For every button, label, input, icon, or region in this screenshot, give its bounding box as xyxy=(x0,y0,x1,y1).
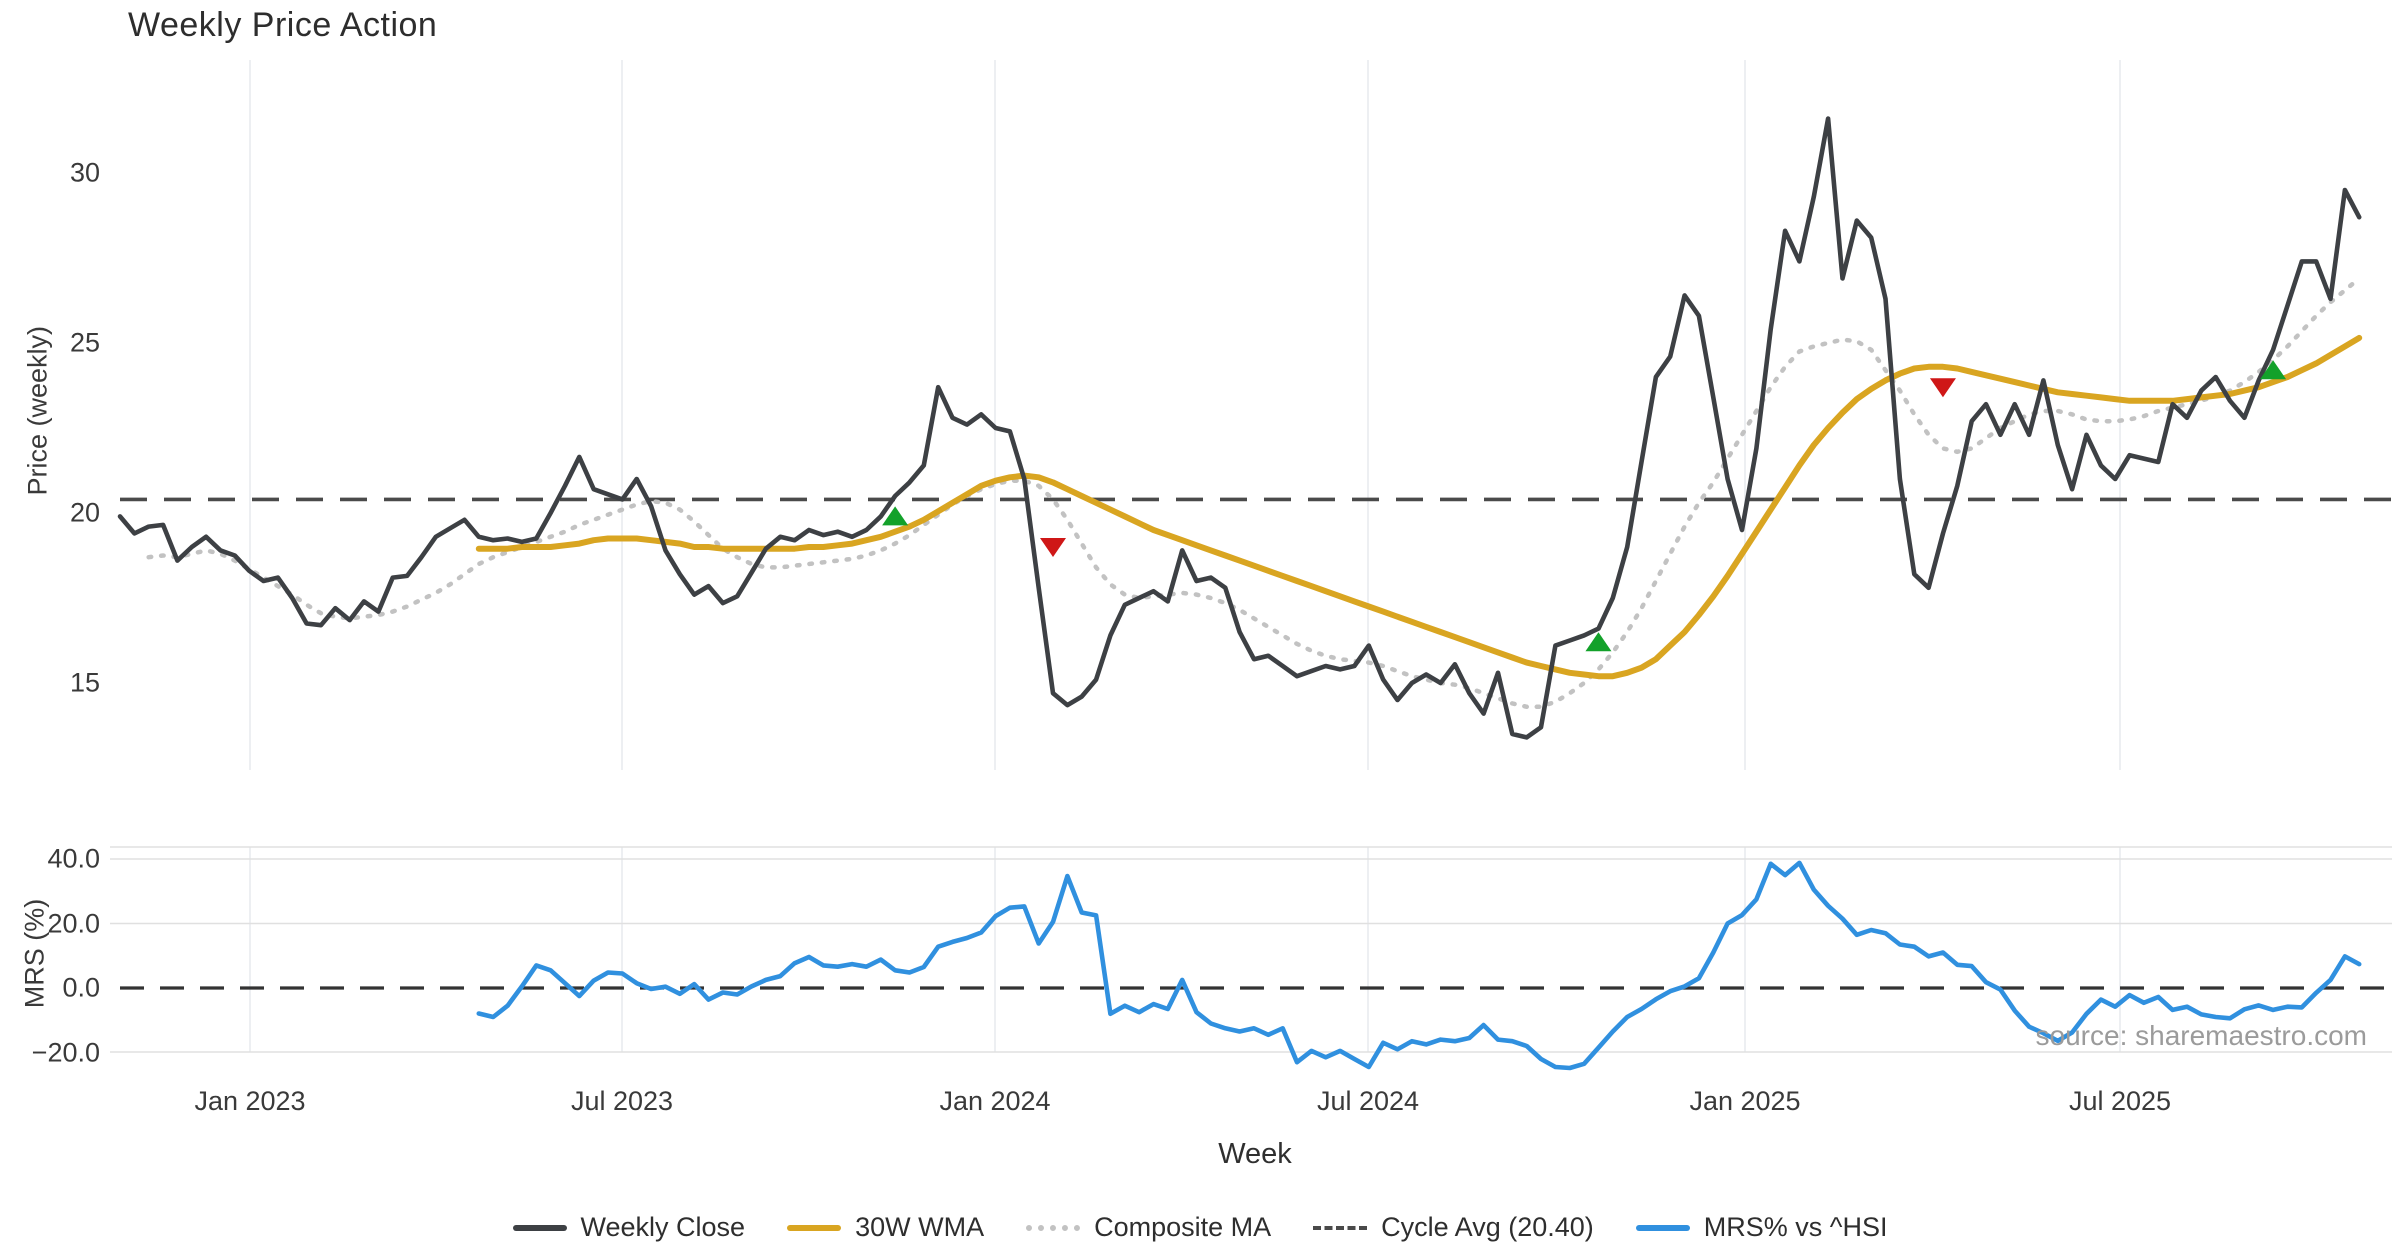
legend-swatch-cycle_avg-icon xyxy=(1313,1225,1368,1230)
legend-label: Composite MA xyxy=(1094,1212,1272,1242)
sell-signal-marker xyxy=(1040,538,1067,557)
legend-item: Cycle Avg (20.40) xyxy=(1313,1212,1594,1243)
price-axis-label: Price (weekly) xyxy=(22,325,53,496)
legend-swatch-mrs-icon xyxy=(1635,1224,1690,1231)
x-axis-label: Week xyxy=(1218,1138,1292,1170)
x-tick-label: Jul 2024 xyxy=(1316,1086,1420,1116)
buy-signal-marker xyxy=(1585,632,1612,652)
x-tick-label: Jan 2024 xyxy=(939,1086,1051,1116)
mrs-tick-label: 0.0 xyxy=(62,972,100,1003)
series-30w-wma xyxy=(475,334,2363,680)
source-watermark: source: sharemaestro.com xyxy=(2035,1020,2367,1051)
legend-label: 30W WMA xyxy=(855,1212,985,1242)
sell-signal-marker xyxy=(1929,378,1956,398)
series-mrs-pct xyxy=(476,860,2362,1071)
series-composite-ma xyxy=(146,276,2362,710)
series-weekly-close xyxy=(117,116,2362,740)
price-tick-label: 25 xyxy=(69,327,100,358)
x-tick-label: Jul 2025 xyxy=(2068,1086,2172,1116)
legend-swatch-composite-icon xyxy=(1026,1224,1081,1231)
price-tick-label: 20 xyxy=(69,497,100,528)
legend-item: 30W WMA xyxy=(787,1212,984,1243)
legend-swatch-wma-icon xyxy=(787,1224,842,1231)
x-tick-label: Jan 2023 xyxy=(194,1086,306,1116)
legend-label: Cycle Avg (20.40) xyxy=(1381,1212,1594,1242)
mrs-tick-label: 20.0 xyxy=(47,908,100,938)
legend-item: Composite MA xyxy=(1026,1212,1271,1243)
legend-item: Weekly Close xyxy=(512,1212,746,1243)
legend-swatch-close-icon xyxy=(512,1224,567,1231)
legend-label: Weekly Close xyxy=(580,1212,746,1242)
legend: Weekly Close 30W WMA Composite MA Cycle Avg… xyxy=(0,1212,2400,1243)
x-tick-label: Jul 2023 xyxy=(570,1086,674,1116)
buy-signal-marker xyxy=(2260,360,2287,380)
legend-item: MRS% vs ^HSI xyxy=(1635,1212,1888,1243)
mrs-tick-label: −20.0 xyxy=(31,1037,100,1067)
price-tick-label: 15 xyxy=(69,667,100,698)
legend-label: MRS% vs ^HSI xyxy=(1703,1212,1888,1242)
buy-signal-marker xyxy=(882,506,909,526)
x-tick-label: Jan 2025 xyxy=(1689,1086,1801,1116)
price-tick-label: 30 xyxy=(69,157,100,188)
page-title: Weekly Price Action xyxy=(128,6,438,44)
mrs-tick-label: 40.0 xyxy=(47,843,100,874)
